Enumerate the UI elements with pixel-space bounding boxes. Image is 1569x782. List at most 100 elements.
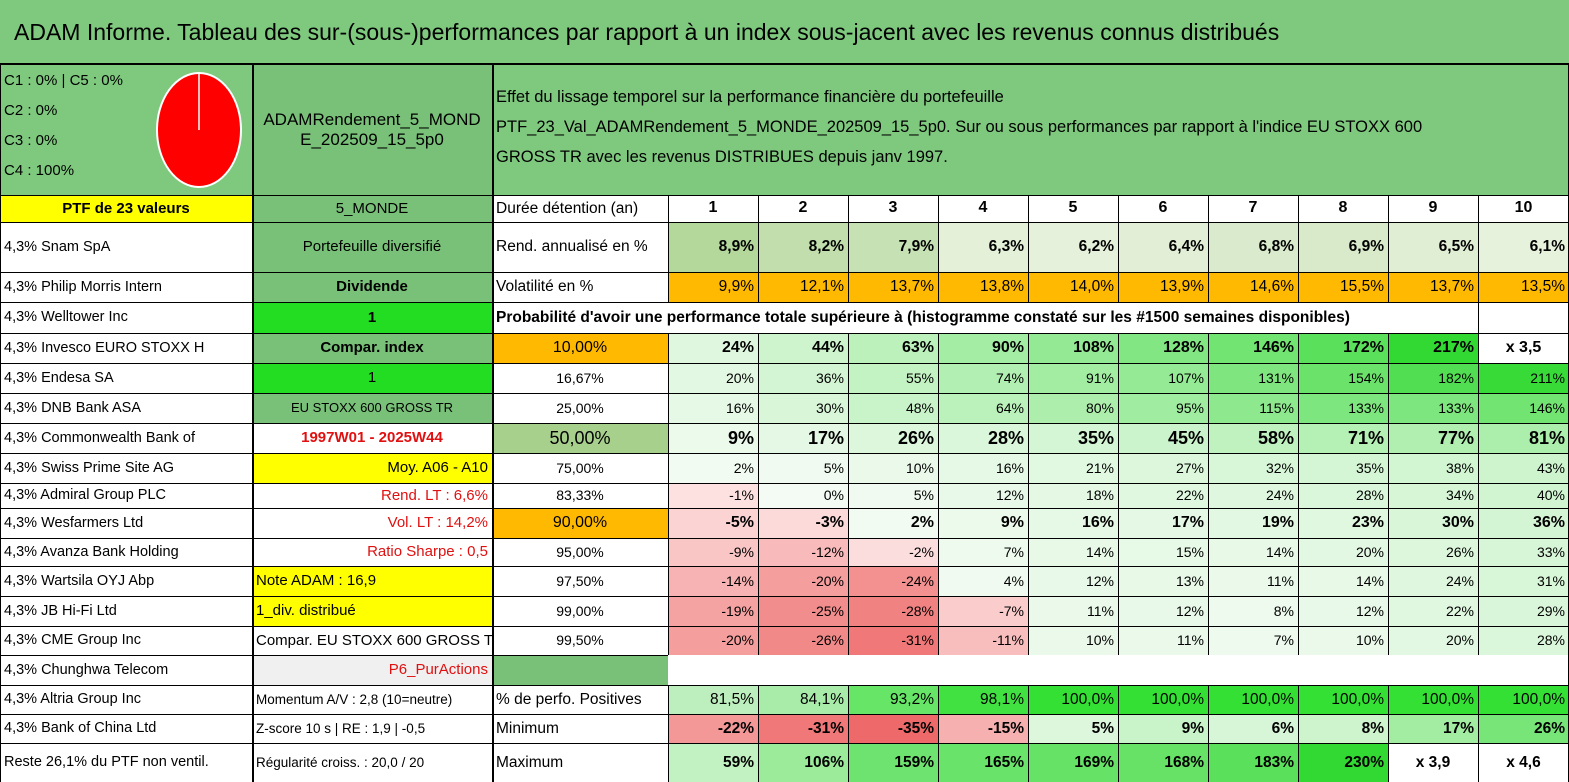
probability-value: 32% <box>1208 453 1298 483</box>
year-header: 4 <box>978 199 988 217</box>
maximum-value: 106% <box>758 743 848 782</box>
holding-row: 4,3% Wesfarmers Ltd <box>4 514 144 531</box>
info-cell: Portefeuille diversifié <box>252 222 492 272</box>
holding-row: 4,3% Swiss Prime Site AG <box>4 459 175 476</box>
probability-value: 64% <box>938 393 1028 423</box>
grid-line <box>492 64 494 782</box>
grid-line <box>938 333 939 655</box>
info-cell: Note ADAM : 16,9 <box>252 566 492 596</box>
positive-value: 93,2% <box>848 685 938 714</box>
volatility-value: 13,7% <box>1388 272 1478 302</box>
probability-value: 7% <box>938 538 1028 566</box>
info-cell: Z-score 10 s | RE : 1,9 | -0,5 <box>256 720 426 736</box>
probability-value: 10% <box>1028 626 1118 655</box>
positive-value: 100,0% <box>1028 685 1118 714</box>
probability-value: 7% <box>1208 626 1298 655</box>
probability-value: 81% <box>1478 423 1569 453</box>
probability-value: 9% <box>938 508 1028 538</box>
year-header: 2 <box>798 199 808 217</box>
probability-value: 28% <box>1478 626 1569 655</box>
probability-value: 30% <box>758 393 848 423</box>
grid-line <box>1478 195 1479 302</box>
holding-row: 4,3% Wartsila OYJ Abp <box>4 572 155 589</box>
grid-line <box>1478 302 1479 333</box>
grid-line <box>668 685 669 782</box>
year-header: 6 <box>1158 199 1168 217</box>
return-value: 6,2% <box>1028 222 1118 272</box>
grid-line <box>938 195 939 302</box>
probability-value: 13% <box>1118 566 1208 596</box>
probability-value: 30% <box>1388 508 1478 538</box>
probability-value: 172% <box>1298 333 1388 363</box>
grid-line <box>1388 195 1389 302</box>
year-header: 8 <box>1338 199 1348 217</box>
return-value: 6,9% <box>1298 222 1388 272</box>
info-cell: EU STOXX 600 GROSS TR <box>252 393 492 423</box>
probability-value: 74% <box>938 363 1028 393</box>
probability-value: 33% <box>1478 538 1569 566</box>
holding-row: 4,3% Bank of China Ltd <box>4 720 157 737</box>
description-line: PTF_23_Val_ADAMRendement_5_MONDE_202509_… <box>496 118 1423 136</box>
info-cell: 5_MONDE <box>252 195 492 222</box>
probability-value: 0% <box>758 483 848 508</box>
return-value: 6,8% <box>1208 222 1298 272</box>
probability-threshold: 50,00% <box>492 423 668 453</box>
grid-line <box>0 453 1569 454</box>
probability-value: 71% <box>1298 423 1388 453</box>
allocation-line: C2 : 0% <box>4 102 58 119</box>
holding-row: 4,3% Admiral Group PLC <box>4 487 166 504</box>
probability-value: 18% <box>1028 483 1118 508</box>
grid-line <box>1208 195 1209 302</box>
minimum-value: 8% <box>1298 714 1388 743</box>
probability-value: 12% <box>1118 596 1208 626</box>
probability-value: 34% <box>1388 483 1478 508</box>
minimum-value: 6% <box>1208 714 1298 743</box>
info-cell: 1 <box>252 363 492 393</box>
probability-value: 12% <box>1028 566 1118 596</box>
probability-value: 108% <box>1028 333 1118 363</box>
probability-value: 91% <box>1028 363 1118 393</box>
probability-value: -25% <box>758 596 848 626</box>
probability-value: -9% <box>668 538 758 566</box>
probability-value: 14% <box>1298 566 1388 596</box>
probability-value: 48% <box>848 393 938 423</box>
probability-value: 20% <box>1298 538 1388 566</box>
positive-value: 100,0% <box>1208 685 1298 714</box>
grid-line <box>0 363 1569 364</box>
allocation-line: C4 : 100% <box>4 162 75 179</box>
probability-value: 2% <box>668 453 758 483</box>
probability-value: 36% <box>1478 508 1569 538</box>
probability-value: 154% <box>1298 363 1388 393</box>
maximum-value: 168% <box>1118 743 1208 782</box>
year-header: 10 <box>1514 199 1533 217</box>
holding-row: 4,3% Endesa SA <box>4 369 114 386</box>
probability-value: 58% <box>1208 423 1298 453</box>
holding-row: 4,3% Chunghwa Telecom <box>4 661 169 678</box>
probability-value: 26% <box>848 423 938 453</box>
info-cell: Dividende <box>252 272 492 302</box>
description: Effet du lissage temporel sur la perform… <box>492 64 1569 195</box>
volatility-value: 14,6% <box>1208 272 1298 302</box>
probability-value: -19% <box>668 596 758 626</box>
grid-line <box>0 508 1569 509</box>
probability-value: 55% <box>848 363 938 393</box>
probability-threshold: 83,33% <box>556 487 604 504</box>
probability-value: 9% <box>668 423 758 453</box>
volatility-value: 14,0% <box>1028 272 1118 302</box>
probability-value: 15% <box>1118 538 1208 566</box>
holding-row: 4,3% Avanza Bank Holding <box>4 543 179 560</box>
grid-line <box>758 333 759 655</box>
grid-line <box>1028 195 1029 302</box>
grid-line <box>848 195 849 302</box>
grid-line <box>758 195 759 302</box>
probability-value: 77% <box>1388 423 1478 453</box>
probability-value: 14% <box>1208 538 1298 566</box>
minimum-value: -35% <box>848 714 938 743</box>
maximum-value: 165% <box>938 743 1028 782</box>
positive-value: 100,0% <box>1298 685 1388 714</box>
grid-line <box>0 302 1569 303</box>
highlight-block <box>492 655 668 685</box>
probability-value: 45% <box>1118 423 1208 453</box>
portfolio-count: PTF de 23 valeurs <box>0 195 252 222</box>
description-line: Effet du lissage temporel sur la perform… <box>496 88 1004 106</box>
